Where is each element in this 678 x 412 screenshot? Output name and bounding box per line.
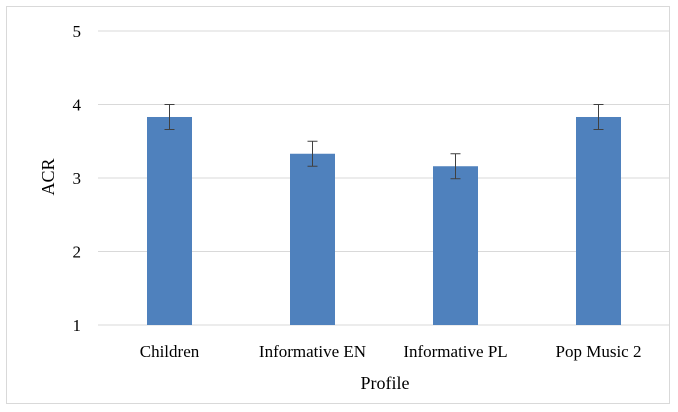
x-category-label: Pop Music 2 bbox=[556, 342, 642, 361]
y-tick-label: 3 bbox=[73, 169, 82, 188]
y-tick-label: 2 bbox=[73, 243, 82, 262]
y-tick-label: 1 bbox=[73, 316, 82, 335]
error-bars bbox=[164, 104, 604, 180]
x-category-label: Informative EN bbox=[259, 342, 366, 361]
bar bbox=[147, 116, 192, 326]
bar bbox=[433, 166, 478, 325]
y-axis-title: ACR bbox=[38, 158, 58, 195]
x-axis-title: Profile bbox=[361, 373, 410, 393]
gridlines bbox=[98, 30, 670, 326]
chart-frame bbox=[6, 6, 670, 404]
y-tick-label: 4 bbox=[73, 96, 82, 115]
bar bbox=[576, 116, 621, 326]
x-category-label: Informative PL bbox=[403, 342, 507, 361]
bars bbox=[147, 116, 621, 326]
x-category-labels: Children Informative EN Informative PL Pop … bbox=[140, 342, 642, 361]
y-tick-label: 5 bbox=[73, 22, 82, 41]
bar bbox=[290, 153, 335, 325]
x-category-label: Children bbox=[140, 342, 200, 361]
y-tick-labels: 1 2 3 4 5 bbox=[73, 22, 82, 335]
